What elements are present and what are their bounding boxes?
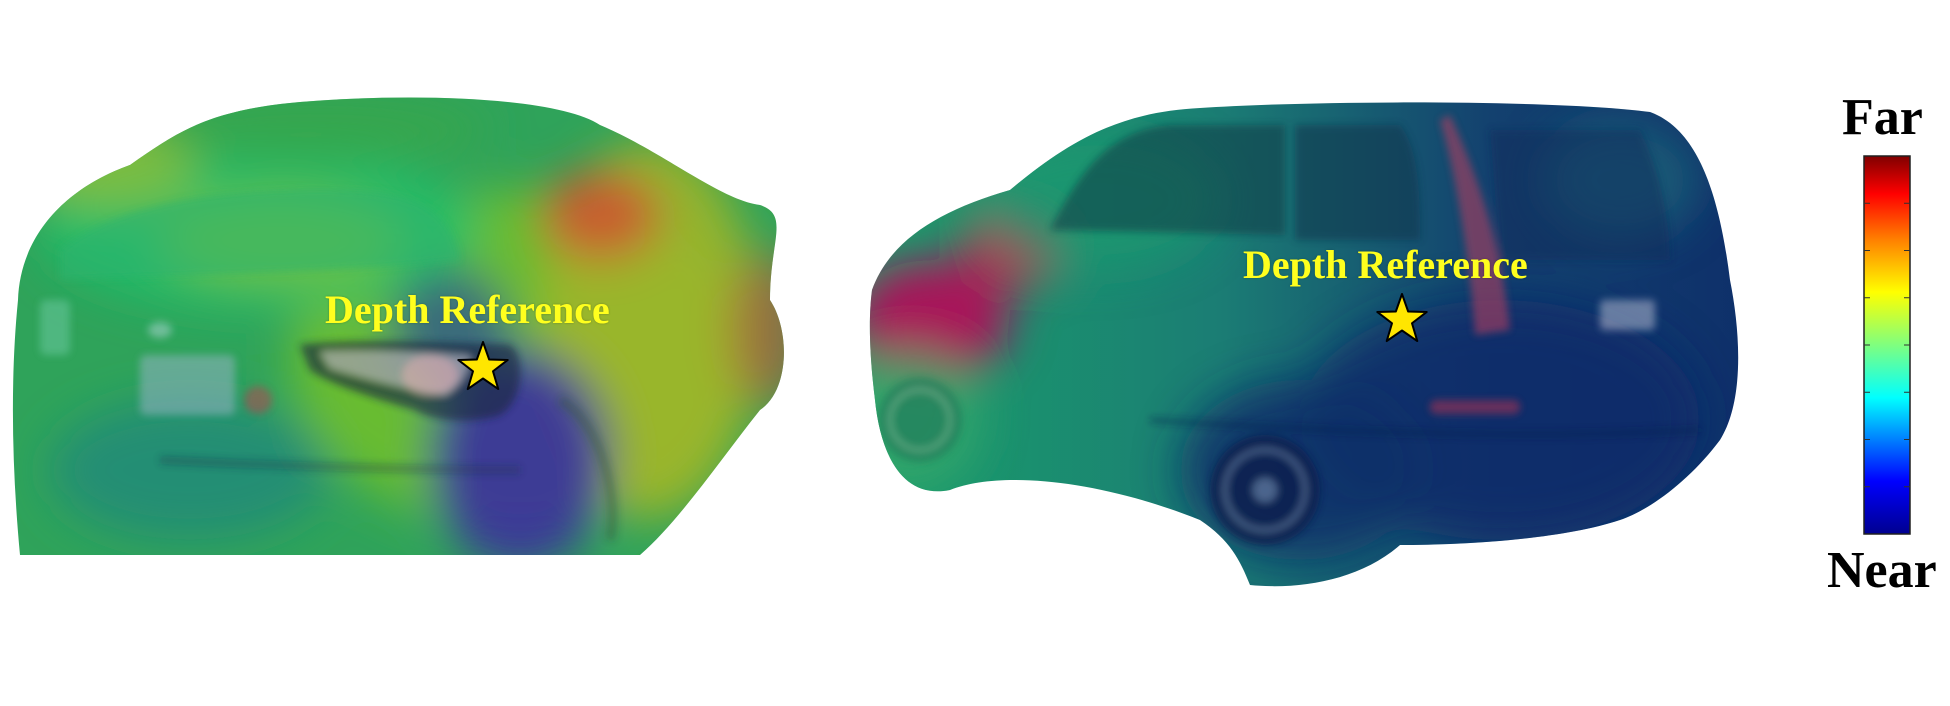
left-car-depth-overlay — [12, 97, 784, 555]
star-icon — [457, 341, 509, 391]
star-icon — [1376, 293, 1428, 343]
depth-reference-label-left: Depth Reference — [325, 287, 610, 332]
colorbar-near-label: Near — [1827, 542, 1937, 599]
colorbar-ticks — [1864, 202, 1910, 488]
depth-colorbar — [1863, 155, 1911, 535]
colorbar-far-label: Far — [1842, 89, 1923, 146]
right-car-depth-overlay — [869, 102, 1739, 587]
depth-reference-label-right: Depth Reference — [1243, 242, 1528, 287]
